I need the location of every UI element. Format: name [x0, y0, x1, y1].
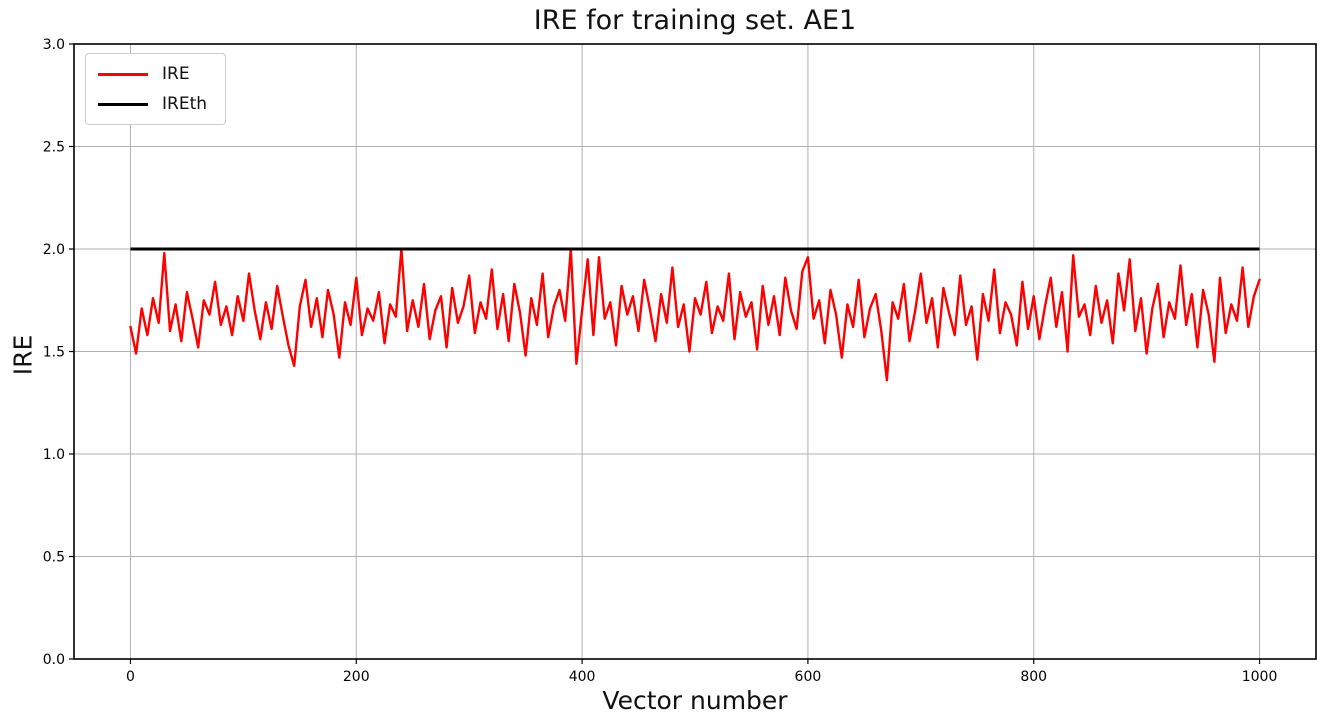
x-tick-label: 1000: [1242, 669, 1278, 685]
x-tick-label: 200: [343, 669, 370, 685]
y-tick-label: 0.0: [43, 652, 65, 668]
y-tick-label: 2.0: [43, 242, 65, 258]
y-tick-label: 3.0: [43, 37, 65, 53]
y-tick-label: 1.0: [43, 447, 65, 463]
x-tick-label: 400: [569, 669, 596, 685]
legend-label-ire: IRE: [162, 64, 190, 84]
legend-label-ireth: IREth: [162, 94, 208, 114]
legend-line-sample-ireth: [98, 102, 148, 106]
legend: IRE IREth: [85, 53, 227, 125]
y-tick-label: 2.5: [43, 140, 65, 156]
y-tick-label: 0.5: [43, 550, 65, 566]
x-tick-label: 0: [126, 669, 135, 685]
x-tick-label: 800: [1020, 669, 1047, 685]
series-line-ire: [129, 247, 1261, 382]
legend-entry-ireth: IREth: [98, 94, 207, 114]
chart-title: IRE for training set. AE1: [533, 5, 857, 36]
x-axis-label: Vector number: [602, 686, 788, 715]
y-axis-label: IRE: [8, 334, 38, 376]
x-tick-label: 600: [795, 669, 822, 685]
legend-line-sample-ire: [98, 72, 148, 76]
y-tick-label: 1.5: [43, 345, 65, 361]
legend-entry-ire: IRE: [98, 64, 207, 84]
